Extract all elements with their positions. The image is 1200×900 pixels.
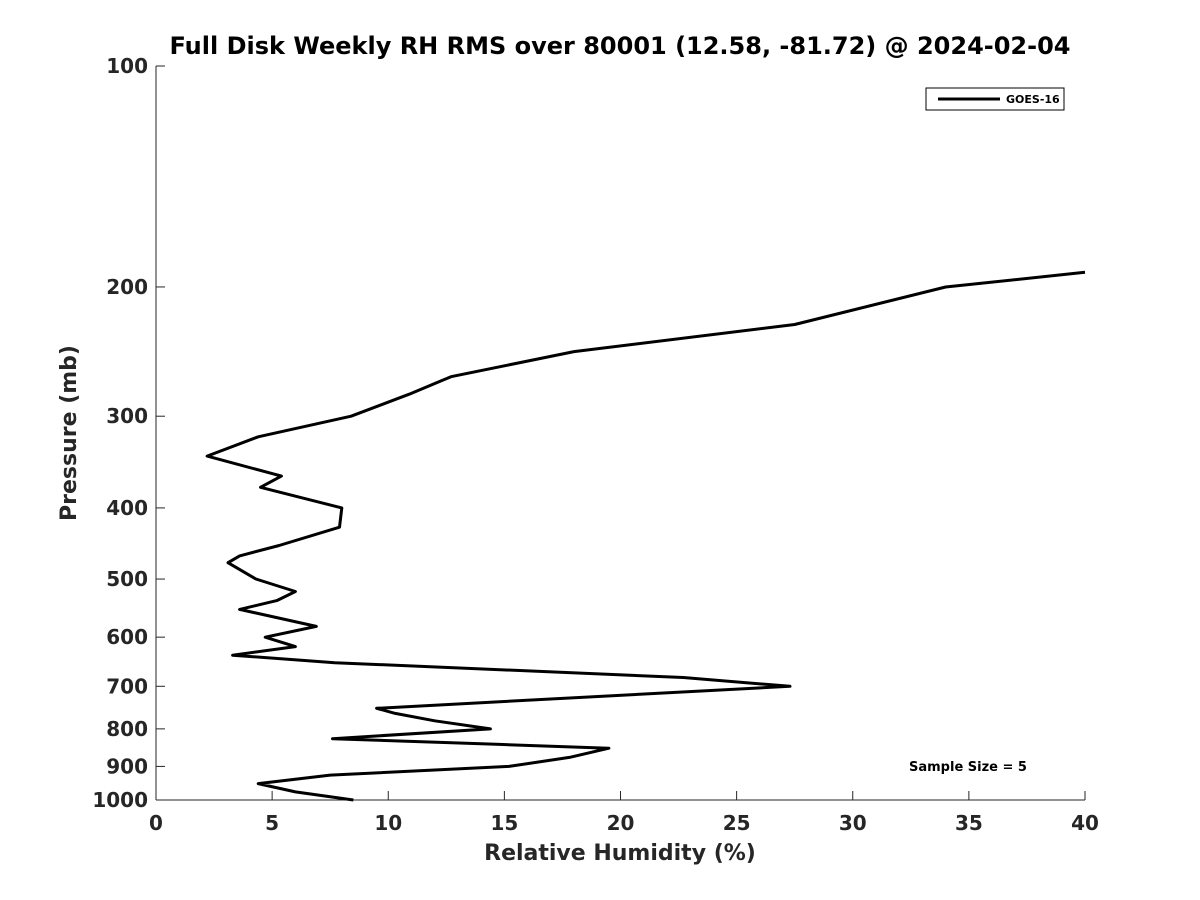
series-line-goes-16 <box>205 270 1086 802</box>
y-tick-label: 300 <box>106 404 148 428</box>
x-tick-label: 40 <box>1071 811 1099 835</box>
y-ticks: 100 200 300 400 500 600 700 800 900 1000 <box>92 54 165 812</box>
y-tick-label: 500 <box>106 567 148 591</box>
y-tick-label: 900 <box>106 754 148 778</box>
legend: GOES-16 <box>925 87 1065 111</box>
y-tick-label: 700 <box>106 674 148 698</box>
y-tick-label: 800 <box>106 717 148 741</box>
x-tick-label: 35 <box>955 811 983 835</box>
x-tick-label: 30 <box>839 811 867 835</box>
y-tick-label: 600 <box>106 625 148 649</box>
x-tick-label: 20 <box>607 811 635 835</box>
x-tick-label: 5 <box>265 811 279 835</box>
y-axis-label: Pressure (mb) <box>57 345 82 521</box>
y-tick-label: 100 <box>106 54 148 78</box>
sample-size-annotation: Sample Size = 5 <box>909 760 1027 775</box>
y-tick-label: 1000 <box>92 788 148 812</box>
x-ticks: 0 5 10 15 20 25 30 35 40 <box>149 791 1099 835</box>
chart-title: Full Disk Weekly RH RMS over 80001 (12.5… <box>169 32 1070 60</box>
y-tick-label: 400 <box>106 496 148 520</box>
x-tick-label: 25 <box>723 811 751 835</box>
y-tick-label: 200 <box>106 275 148 299</box>
x-tick-label: 15 <box>490 811 518 835</box>
x-tick-label: 10 <box>374 811 402 835</box>
x-axis-label: Relative Humidity (%) <box>484 841 756 866</box>
x-tick-label: 0 <box>149 811 163 835</box>
series-layer <box>205 270 1086 802</box>
legend-label: GOES-16 <box>1006 93 1060 106</box>
